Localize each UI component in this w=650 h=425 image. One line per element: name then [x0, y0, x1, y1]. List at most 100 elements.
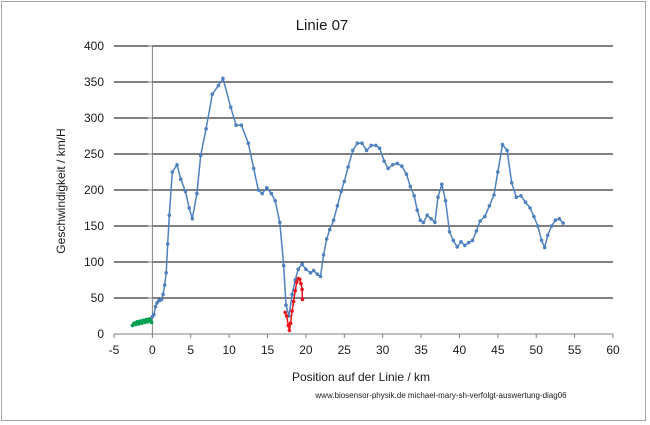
x-tick-label: 25 [338, 343, 352, 357]
data-point [519, 194, 523, 198]
data-point [487, 204, 492, 208]
data-point [283, 310, 288, 315]
data-point [304, 267, 308, 272]
data-point [390, 163, 395, 167]
y-tick-label: 50 [91, 291, 105, 305]
data-point [331, 218, 336, 222]
data-point [478, 219, 483, 223]
data-point [133, 322, 138, 327]
data-point [281, 263, 286, 268]
data-point [273, 199, 278, 203]
data-point [528, 206, 532, 210]
data-point [287, 328, 292, 333]
data-point [415, 208, 420, 212]
x-tick-label: 20 [299, 343, 313, 357]
gridlines [114, 45, 613, 299]
x-axis-label: Position auf der Linie / km [292, 370, 430, 384]
data-point [300, 297, 305, 302]
data-point [210, 92, 215, 96]
data-point [377, 146, 382, 150]
data-point [269, 191, 274, 196]
data-point [483, 214, 487, 219]
data-point [561, 221, 565, 225]
data-point [351, 148, 355, 153]
y-axis-label: Geschwindigkeit / km/H [54, 128, 68, 253]
data-point [443, 199, 448, 203]
data-point [139, 321, 144, 326]
x-tick-label: 15 [261, 343, 275, 357]
data-point [216, 83, 221, 88]
data-point [146, 320, 150, 324]
data-point [553, 218, 558, 222]
x-tick-label: 5 [187, 343, 194, 357]
data-point [523, 200, 528, 204]
data-point [290, 292, 294, 297]
data-point [386, 166, 390, 171]
data-point [183, 189, 188, 194]
data-point [496, 170, 500, 174]
data-point [153, 304, 158, 309]
data-point [195, 191, 199, 196]
data-point [175, 163, 179, 167]
data-point [162, 283, 167, 287]
data-point [539, 238, 544, 243]
data-point [234, 123, 238, 127]
data-point [299, 281, 303, 286]
y-tick-label: 0 [97, 327, 104, 341]
x-tick-label: 0 [149, 343, 156, 357]
x-tick-label: 10 [222, 343, 236, 357]
source-credit: www.biosensor-physik.de michael-mary-sh-… [314, 391, 567, 400]
data-point [321, 253, 326, 257]
data-point [418, 218, 423, 222]
data-point [142, 320, 147, 325]
x-tick-label: 60 [606, 343, 620, 357]
series-line-0 [149, 77, 564, 321]
data-point [532, 214, 536, 219]
data-point [335, 204, 340, 208]
data-point [251, 166, 256, 171]
data-point [404, 172, 409, 176]
data-point [290, 309, 294, 313]
data-point [346, 165, 350, 169]
x-tick-label: 40 [453, 343, 467, 357]
data-point [339, 189, 344, 194]
data-point [440, 182, 444, 186]
data-point [324, 237, 329, 241]
data-point [300, 287, 304, 292]
x-tick-label: -5 [109, 343, 120, 357]
y-tick-label: 200 [84, 183, 104, 197]
data-point [204, 127, 208, 131]
data-point [291, 299, 296, 304]
data-point [179, 177, 183, 181]
x-tick-label: 50 [530, 343, 544, 357]
data-point [159, 297, 164, 302]
data-point [165, 242, 170, 246]
data-point [278, 220, 282, 225]
data-point [451, 238, 456, 243]
x-tick-labels: -5 0 5 10 15 20 25 30 35 40 45 50 55 60 [109, 343, 620, 357]
y-tick-label: 350 [84, 75, 104, 89]
data-point [256, 188, 261, 192]
data-point [260, 191, 265, 196]
data-point [170, 170, 175, 174]
x-tick-label: 55 [568, 343, 582, 357]
data-point [536, 224, 540, 228]
x-tick-label: 35 [414, 343, 428, 357]
data-point [408, 184, 413, 189]
data-point [300, 262, 304, 267]
data-point [459, 240, 463, 244]
data-point [412, 194, 417, 198]
data-point [436, 195, 440, 199]
y-tick-label: 100 [84, 255, 104, 269]
x-tick-label: 30 [376, 343, 390, 357]
data-point [167, 213, 172, 217]
data-point [500, 142, 505, 147]
data-point [152, 312, 156, 317]
y-tick-label: 400 [84, 39, 104, 53]
data-point [298, 277, 302, 282]
y-tick-labels: 0 50 100 150 200 250 300 350 400 [84, 39, 104, 341]
data-point [246, 141, 251, 145]
data-point [293, 289, 298, 293]
